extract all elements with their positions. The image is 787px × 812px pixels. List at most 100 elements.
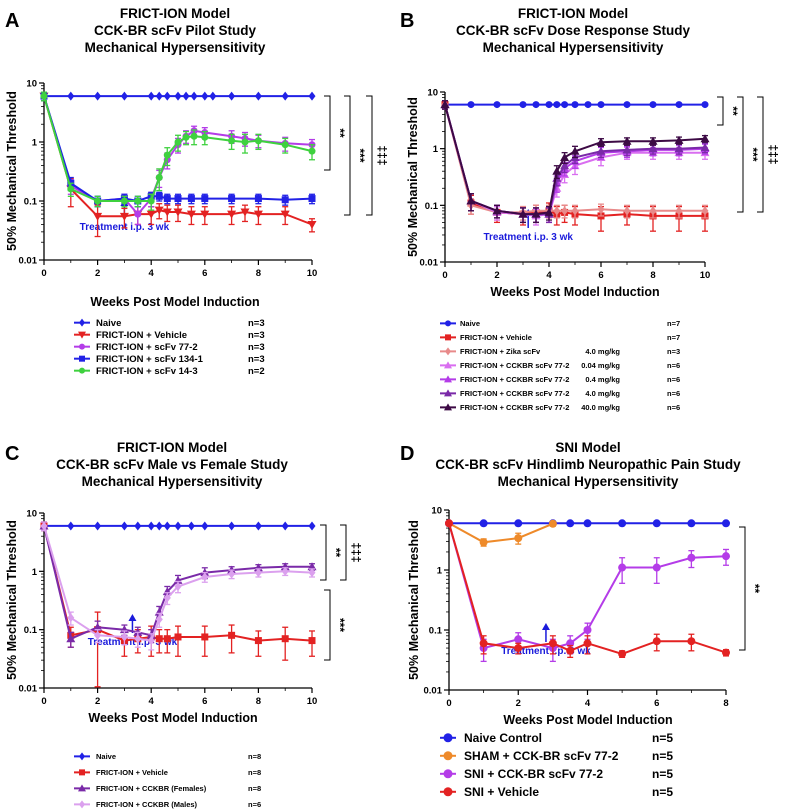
- data-point: [674, 135, 684, 144]
- data-point: [253, 210, 263, 219]
- significance-bracket: [366, 95, 373, 216]
- data-point: [492, 206, 502, 215]
- data-point: [308, 568, 316, 578]
- legend-entry: FRICT-ION + scFv 77-2 n=3: [74, 342, 265, 353]
- treatment-annotation: Treatment i.p. 3 wk: [88, 637, 178, 648]
- data-point: [228, 195, 236, 203]
- chart-title-line: CCK-BR scFv Male vs Female Study: [56, 457, 288, 472]
- panel-c: C FRICT-ION Model CCK-BR scFv Male vs Fema…: [5, 440, 363, 809]
- legend-label: SNI + Vehicle: [464, 785, 539, 799]
- data-point: [445, 320, 451, 327]
- legend-n: n=8: [248, 768, 261, 777]
- legend-dose: 4.0 mg/kg: [585, 389, 620, 398]
- data-point: [618, 519, 627, 528]
- data-point: [649, 206, 657, 216]
- series-7: [440, 100, 710, 224]
- data-point: [187, 195, 195, 203]
- y-axis-label: 50% Mechanical Threshold: [5, 520, 19, 680]
- data-point: [155, 91, 163, 101]
- data-point: [155, 614, 163, 624]
- data-point: [94, 197, 102, 205]
- legend-label: SNI + CCK-BR scFv 77-2: [464, 767, 603, 781]
- legend-n: n=5: [652, 767, 673, 781]
- data-point: [79, 752, 85, 761]
- data-point: [308, 521, 316, 531]
- data-point: [467, 101, 475, 109]
- data-point: [514, 644, 523, 653]
- legend-label: Naive: [96, 752, 116, 761]
- data-point: [120, 197, 128, 205]
- data-point: [623, 101, 631, 109]
- y-axis-label: 50% Mechanical Threshold: [406, 97, 420, 257]
- data-point: [66, 634, 76, 643]
- x-tick-label: 10: [307, 268, 318, 279]
- data-point: [147, 197, 155, 205]
- data-point: [163, 593, 171, 603]
- data-point: [583, 519, 592, 528]
- data-point: [700, 134, 710, 143]
- panel-label: B: [400, 10, 414, 32]
- data-point: [187, 521, 195, 531]
- legend-n: n=3: [248, 342, 265, 353]
- legend-n: n=7: [667, 319, 680, 328]
- significance-label: **: [329, 548, 343, 558]
- x-tick-label: 4: [149, 268, 155, 279]
- data-point: [94, 91, 102, 101]
- x-tick-label: 6: [598, 270, 603, 281]
- series-line: [444, 104, 706, 216]
- y-tick-label: 0.01: [19, 256, 38, 267]
- legend-entry: FRICT-ION + CCKBR scFv 77-2 4.0 mg/kg n=6: [440, 389, 680, 398]
- legend-entry: FRICT-ION + CCKBR scFv 77-2 40.0 mg/kg n=6: [440, 403, 680, 412]
- series-1: [40, 521, 316, 531]
- legend-entry: SNI + CCK-BR scFv 77-2 n=5: [440, 767, 673, 781]
- chart-title-line: Mechanical Hypersensitivity: [498, 474, 679, 489]
- data-point: [201, 633, 209, 641]
- data-point: [308, 147, 316, 155]
- y-tick-label: 0.1: [24, 625, 38, 636]
- series-4: [40, 521, 316, 651]
- series-2: [40, 521, 316, 688]
- legend-n: n=5: [652, 749, 673, 763]
- data-point: [548, 639, 557, 648]
- data-point: [552, 166, 562, 175]
- data-point: [514, 534, 523, 543]
- data-point: [700, 142, 710, 151]
- data-point: [174, 633, 182, 641]
- legend-entry: SHAM + CCK-BR scFv 77-2 n=5: [440, 749, 673, 763]
- data-point: [479, 519, 488, 528]
- data-point: [155, 521, 163, 531]
- y-tick-label: 0.1: [425, 201, 439, 212]
- significance-label: **: [726, 106, 740, 116]
- data-point: [514, 635, 523, 644]
- legend-entry: FRICT-ION + CCKBR scFv 77-2 0.4 mg/kg n=6: [440, 375, 680, 384]
- legend-n: n=2: [248, 366, 265, 377]
- x-tick-label: 0: [442, 270, 447, 281]
- data-point: [583, 626, 592, 634]
- data-point: [174, 91, 182, 101]
- data-point: [281, 91, 289, 101]
- data-point: [560, 152, 570, 161]
- legend-entry: FRICT-ION + Vehicle n=3: [74, 330, 265, 341]
- significance-bracket: [717, 96, 724, 126]
- data-point: [518, 209, 528, 218]
- data-point: [94, 521, 102, 531]
- data-point: [134, 197, 142, 205]
- data-point: [445, 519, 453, 528]
- legend-n: n=6: [667, 375, 680, 384]
- treatment-arrow-head: [128, 614, 137, 621]
- legend-n: n=6: [667, 403, 680, 412]
- chart-title-line: CCK-BR scFv Hindlimb Neuropathic Pain St…: [435, 457, 741, 472]
- data-point: [173, 208, 183, 217]
- legend-dose: 0.04 mg/kg: [581, 361, 620, 370]
- data-point: [479, 538, 488, 547]
- data-point: [186, 210, 196, 219]
- series-5: [40, 91, 316, 211]
- significance-bracket: [320, 524, 327, 581]
- data-point: [79, 318, 85, 327]
- data-point: [163, 151, 171, 159]
- y-axis-label: 50% Mechanical Threshold: [407, 520, 421, 680]
- data-point: [155, 174, 163, 182]
- data-point: [443, 733, 453, 743]
- x-axis-label: Weeks Post Model Induction: [90, 295, 259, 309]
- data-point: [281, 141, 289, 149]
